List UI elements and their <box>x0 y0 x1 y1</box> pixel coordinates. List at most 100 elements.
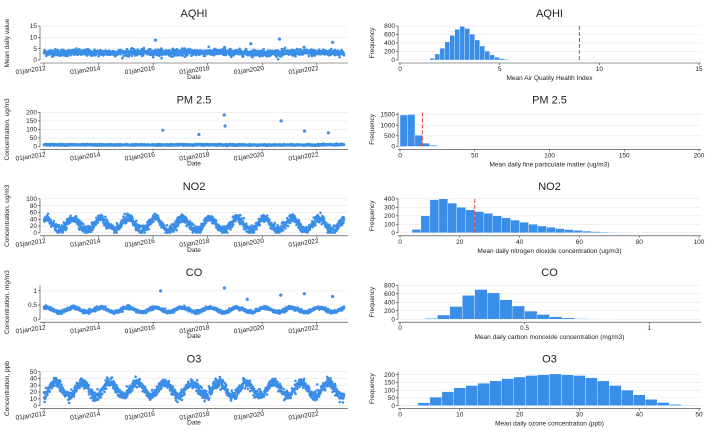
y-tick-label: 0 <box>391 230 395 237</box>
data-point <box>86 53 90 56</box>
data-point <box>52 219 56 223</box>
panel-title: PM 2.5 <box>532 94 567 106</box>
data-point <box>185 54 189 57</box>
data-point <box>92 53 95 57</box>
y-tick-label: 0 <box>33 316 37 323</box>
data-point <box>154 48 157 52</box>
data-point <box>143 231 147 234</box>
data-point <box>258 223 262 226</box>
y-tick-label: 100 <box>26 196 37 203</box>
x-tick-label: 01jan2012 <box>15 151 46 162</box>
data-point <box>342 53 346 57</box>
data-point <box>224 53 228 57</box>
data-point <box>307 54 311 58</box>
y-tick-label: 50 <box>30 135 38 142</box>
data-point <box>245 222 248 225</box>
data-point <box>308 228 312 231</box>
x-tick-label: 150 <box>619 152 630 159</box>
data-point <box>214 219 218 222</box>
y-tick-label: 600 <box>384 32 395 39</box>
data-point <box>277 226 281 229</box>
histogram-bar <box>429 199 440 234</box>
panel-title: NO2 <box>538 181 561 193</box>
data-point <box>223 225 226 228</box>
data-point-spike <box>331 40 335 44</box>
x-tick-label: 01jan2014 <box>70 324 101 335</box>
y-tick-label: 15 <box>30 23 38 30</box>
x-tick-label: 01jan2014 <box>70 238 101 249</box>
data-points <box>42 37 346 61</box>
histogram-bar <box>434 53 441 61</box>
data-point <box>46 212 50 216</box>
data-point <box>239 213 242 217</box>
histogram-bar <box>429 58 436 61</box>
histogram-bar <box>429 145 438 147</box>
y-tick-label: 200 <box>26 110 37 117</box>
data-point <box>104 215 107 219</box>
data-point-spike <box>326 131 330 135</box>
x-tick-label: 80 <box>636 239 644 246</box>
x-tick-label: 40 <box>516 239 524 246</box>
y-tick-label: 0 <box>391 144 395 151</box>
data-point <box>96 221 100 224</box>
y-tick-label: 100 <box>26 127 37 134</box>
histogram-bar <box>459 26 465 61</box>
data-point <box>342 143 346 146</box>
data-point <box>175 228 178 232</box>
data-point <box>93 48 96 51</box>
data-point <box>299 223 303 226</box>
x-tick-label: 01jan2018 <box>179 151 210 162</box>
histogram-bar <box>422 143 431 147</box>
x-tick-label: 100 <box>694 239 705 246</box>
x-tick-label: 0 <box>398 66 402 73</box>
y-tick-label: 300 <box>384 205 395 212</box>
y-tick-label: 0 <box>33 144 37 151</box>
data-point <box>147 228 151 231</box>
y-tick-label: 80 <box>30 203 38 210</box>
histogram-bar <box>564 229 574 233</box>
x-axis-label: Date <box>187 74 201 81</box>
y-axis-label: Mean daily value <box>4 18 11 67</box>
data-point <box>160 56 163 60</box>
data-point-spike <box>161 128 165 132</box>
y-axis-label: Concentration, mg/m3 <box>4 270 11 334</box>
x-tick-label: 0 <box>398 152 402 159</box>
x-tick-label: 01jan2020 <box>233 238 264 249</box>
x-tick-label: 01jan2016 <box>124 238 155 249</box>
x-tick-label: 01jan2020 <box>233 151 264 162</box>
histogram-bar <box>494 57 500 61</box>
data-point-spike <box>277 37 282 41</box>
data-point <box>61 230 65 233</box>
x-axis-label: Mean daily fine particulate matter (ug/m… <box>490 161 610 168</box>
data-point <box>121 310 124 313</box>
data-point <box>142 46 146 50</box>
data-point <box>192 223 195 226</box>
data-point <box>57 223 61 227</box>
data-point <box>342 221 345 225</box>
histogram-bar <box>504 59 510 61</box>
histogram-bar <box>501 217 511 233</box>
data-point <box>69 53 72 57</box>
histogram-bar <box>519 222 529 233</box>
y-tick-label: 0.5 <box>28 302 37 309</box>
y-axis-label: Concentration, ug/m3 <box>4 184 11 247</box>
data-point <box>313 54 317 57</box>
x-tick-label: 50 <box>471 152 479 159</box>
histogram-bar <box>414 135 423 147</box>
x-tick-label: 5 <box>498 66 502 73</box>
data-point <box>294 55 297 58</box>
y-tick-label: 40 <box>30 216 38 223</box>
y-tick-label: 200 <box>384 213 395 220</box>
data-point <box>169 231 172 234</box>
y-tick-label: 1000 <box>381 122 396 129</box>
data-point <box>130 46 134 50</box>
histogram-bar <box>483 213 493 234</box>
data-point-spike <box>222 113 226 117</box>
y-tick-label: 400 <box>384 196 395 203</box>
y-tick-label: 100 <box>384 222 395 229</box>
data-point <box>319 211 322 215</box>
